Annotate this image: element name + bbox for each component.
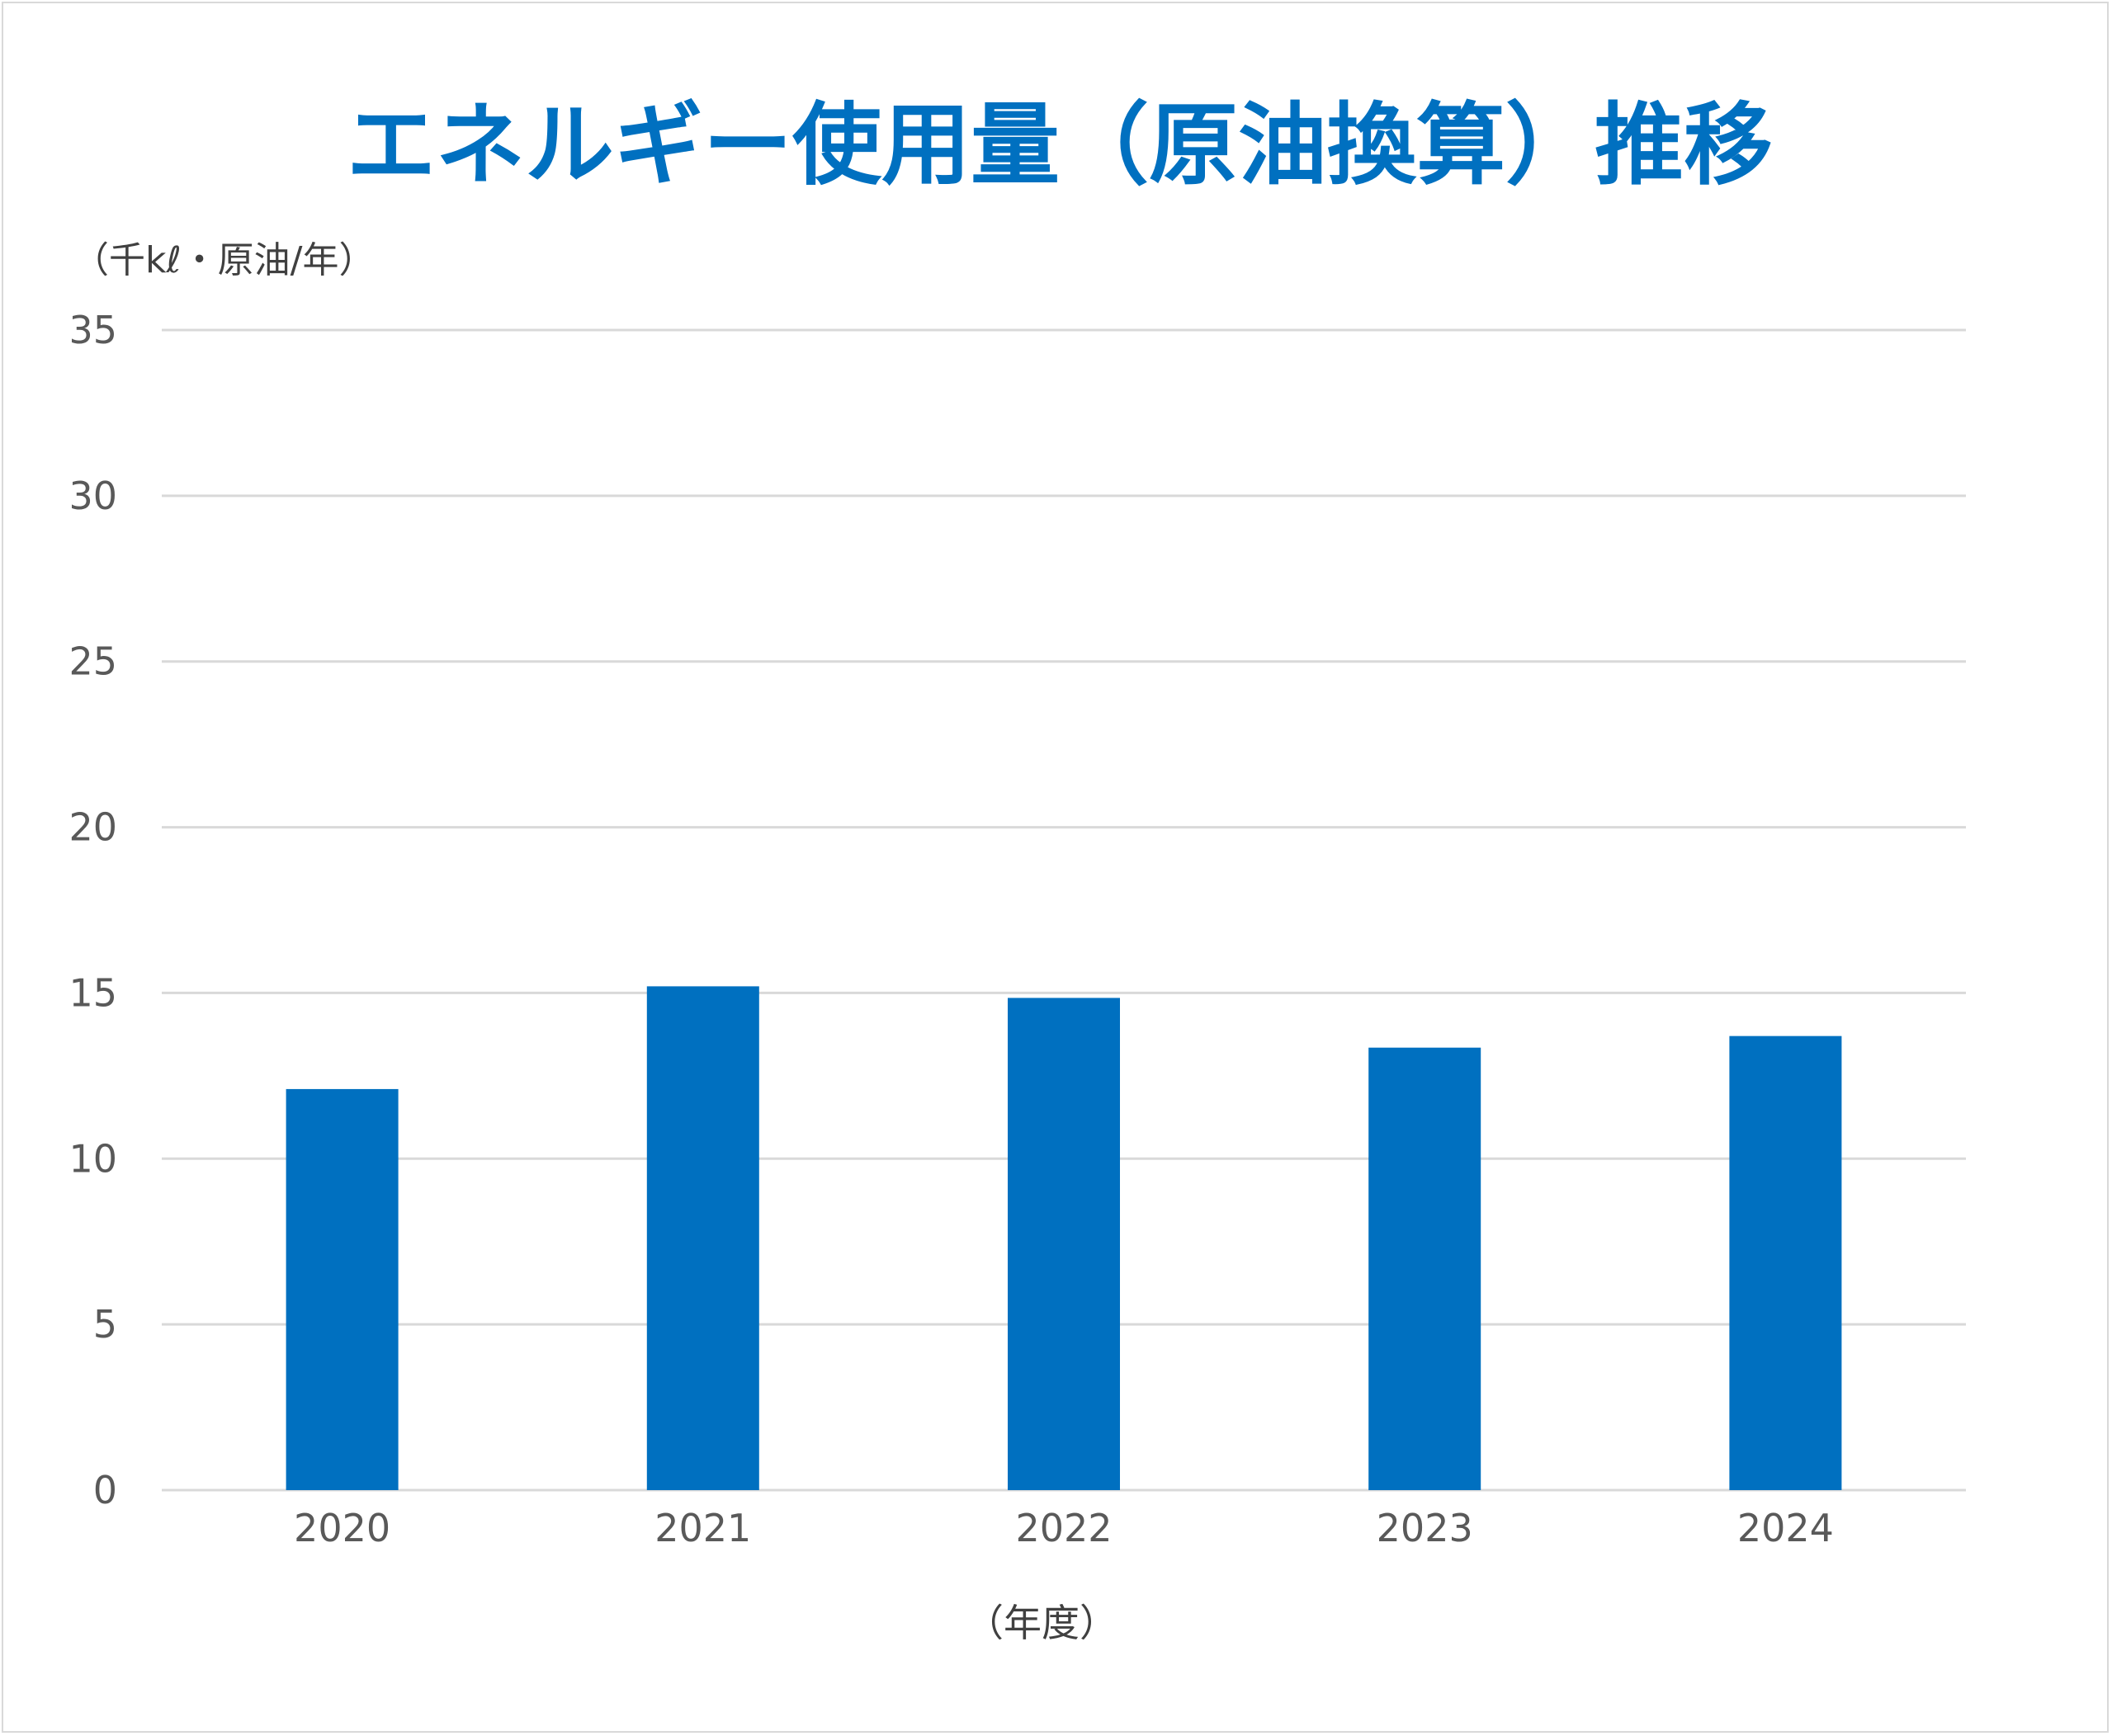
bar-2023 bbox=[1368, 1047, 1481, 1490]
x-tick-label: 2024 bbox=[1737, 1506, 1834, 1550]
y-tick-label: 15 bbox=[69, 970, 117, 1015]
chart-title: エネルギー使用量（原油換算）推移 bbox=[347, 94, 1773, 197]
y-tick-label: 25 bbox=[69, 639, 117, 684]
x-tick-label: 2022 bbox=[1015, 1506, 1112, 1550]
x-tick-label: 2021 bbox=[654, 1506, 751, 1550]
y-axis-title: （千kℓ・原油/年） bbox=[73, 239, 375, 281]
y-tick-label: 0 bbox=[93, 1468, 117, 1512]
y-tick-label: 35 bbox=[69, 308, 117, 352]
y-axis-ticks: 0 5 10 15 20 25 30 35 bbox=[69, 308, 117, 1512]
y-tick-label: 30 bbox=[69, 474, 117, 518]
bar-2020 bbox=[286, 1088, 399, 1490]
x-tick-label: 2023 bbox=[1377, 1506, 1473, 1550]
bars bbox=[286, 986, 1842, 1490]
bar-2024 bbox=[1729, 1035, 1842, 1490]
x-tick-label: 2020 bbox=[294, 1506, 390, 1550]
y-tick-label: 5 bbox=[93, 1302, 117, 1347]
y-tick-label: 20 bbox=[69, 805, 117, 850]
x-axis-ticks: 2020 2021 2022 2023 2024 bbox=[294, 1506, 1834, 1550]
bar-2021 bbox=[646, 986, 759, 1490]
bar-2022 bbox=[1008, 998, 1120, 1490]
gridlines bbox=[162, 328, 1966, 1492]
x-axis-title: （年度） bbox=[966, 1601, 1117, 1645]
y-tick-label: 10 bbox=[69, 1136, 117, 1181]
